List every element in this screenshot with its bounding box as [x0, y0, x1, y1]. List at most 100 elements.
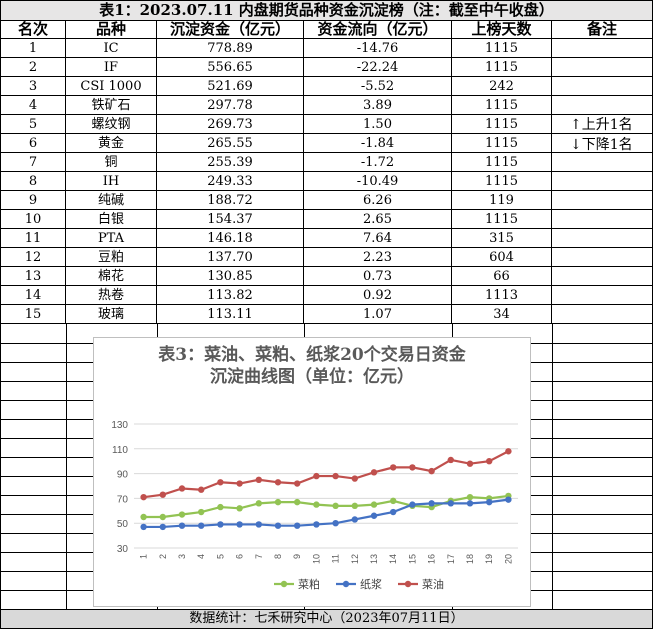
cell-days[interactable]: 1113 — [452, 286, 552, 305]
cell-note[interactable] — [552, 210, 653, 229]
cell-note[interactable] — [552, 191, 653, 210]
cell-name[interactable]: IF — [66, 58, 157, 77]
cell-flow[interactable]: 0.92 — [304, 286, 452, 305]
cell-days[interactable]: 1115 — [452, 115, 552, 134]
cell-flow[interactable]: -14.76 — [304, 39, 452, 58]
cell-flow[interactable]: 2.65 — [304, 210, 452, 229]
cell-fund[interactable]: 146.18 — [157, 229, 304, 248]
cell-rank[interactable]: 14 — [0, 286, 66, 305]
cell-rank[interactable]: 11 — [0, 229, 66, 248]
data-point — [351, 475, 358, 482]
cell-rank[interactable]: 5 — [0, 115, 66, 134]
header-flow: 资金流向（亿元） — [304, 20, 452, 39]
cell-name[interactable]: 玻璃 — [66, 305, 157, 324]
cell-note[interactable] — [552, 58, 653, 77]
y-tick-label: 50 — [117, 519, 129, 530]
cell-flow[interactable]: 3.89 — [304, 96, 452, 115]
cell-flow[interactable]: 0.73 — [304, 267, 452, 286]
cell-rank[interactable]: 6 — [0, 134, 66, 153]
chart-container[interactable]: 表3：菜油、菜粕、纸浆20个交易日资金 沉淀曲线图（单位：亿元） 30 50 70 9… — [93, 337, 531, 607]
cell-flow[interactable]: 6.26 — [304, 191, 452, 210]
cell-fund[interactable]: 297.78 — [157, 96, 304, 115]
cell-flow[interactable]: 2.23 — [304, 248, 452, 267]
cell-note[interactable] — [552, 153, 653, 172]
cell-name[interactable]: 棉花 — [66, 267, 157, 286]
cell-flow[interactable]: -1.72 — [304, 153, 452, 172]
cell-fund[interactable]: 556.65 — [157, 58, 304, 77]
data-point — [178, 485, 186, 492]
cell-flow[interactable]: 1.07 — [304, 305, 452, 324]
cell-rank[interactable]: 7 — [0, 153, 66, 172]
cell-fund[interactable]: 113.11 — [157, 305, 304, 324]
cell-fund[interactable]: 188.72 — [157, 191, 304, 210]
cell-rank[interactable]: 15 — [0, 305, 66, 324]
cell-rank[interactable]: 1 — [0, 39, 66, 58]
cell-fund[interactable]: 269.73 — [157, 115, 304, 134]
cell-days[interactable]: 1115 — [452, 58, 552, 77]
cell-name[interactable]: 黄金 — [66, 134, 157, 153]
cell-note[interactable] — [552, 39, 653, 58]
cell-fund[interactable]: 113.82 — [157, 286, 304, 305]
cell-fund[interactable]: 265.55 — [157, 134, 304, 153]
cell-note[interactable] — [552, 267, 653, 286]
cell-note[interactable] — [552, 77, 653, 96]
cell-rank[interactable]: 12 — [0, 248, 66, 267]
cell-days[interactable]: 315 — [452, 229, 552, 248]
cell-fund[interactable]: 154.37 — [157, 210, 304, 229]
cell-rank[interactable]: 13 — [0, 267, 66, 286]
cell-fund[interactable]: 521.69 — [157, 77, 304, 96]
cell-rank[interactable]: 3 — [0, 77, 66, 96]
cell-days[interactable]: 604 — [452, 248, 552, 267]
data-point — [390, 497, 397, 505]
cell-name[interactable]: IH — [66, 172, 157, 191]
cell-fund[interactable]: 255.39 — [157, 153, 304, 172]
cell-days[interactable]: 1115 — [452, 172, 552, 191]
cell-note[interactable] — [552, 248, 653, 267]
cell-days[interactable]: 1115 — [452, 39, 552, 58]
cell-name[interactable]: CSI 1000 — [66, 77, 157, 96]
cell-days[interactable]: 242 — [452, 77, 552, 96]
x-tick-label: 3 — [177, 554, 187, 559]
cell-name[interactable]: 螺纹钢 — [66, 115, 157, 134]
cell-fund[interactable]: 130.85 — [157, 267, 304, 286]
note-up-label: 上升1名 — [581, 117, 633, 133]
data-point — [370, 512, 378, 519]
cell-note[interactable] — [552, 172, 653, 191]
cell-note[interactable] — [552, 305, 653, 324]
cell-days[interactable]: 1115 — [452, 153, 552, 172]
data-point — [178, 511, 186, 518]
cell-name[interactable]: 纯碱 — [66, 191, 157, 210]
cell-flow[interactable]: 1.50 — [304, 115, 452, 134]
cell-note[interactable] — [552, 229, 653, 248]
cell-note[interactable] — [552, 96, 653, 115]
cell-rank[interactable]: 2 — [0, 58, 66, 77]
cell-fund[interactable]: 249.33 — [157, 172, 304, 191]
cell-flow[interactable]: -1.84 — [304, 134, 452, 153]
cell-name[interactable]: 热卷 — [66, 286, 157, 305]
cell-name[interactable]: PTA — [66, 229, 157, 248]
cell-days[interactable]: 1115 — [452, 134, 552, 153]
cell-name[interactable]: IC — [66, 39, 157, 58]
cell-name[interactable]: 铜 — [66, 153, 157, 172]
cell-flow[interactable]: -10.49 — [304, 172, 452, 191]
data-point — [198, 522, 205, 529]
cell-rank[interactable]: 9 — [0, 191, 66, 210]
cell-name[interactable]: 豆粕 — [66, 248, 157, 267]
cell-name[interactable]: 白银 — [66, 210, 157, 229]
cell-flow[interactable]: -22.24 — [304, 58, 452, 77]
gridline — [0, 324, 1, 609]
cell-flow[interactable]: 7.64 — [304, 229, 452, 248]
cell-name[interactable]: 铁矿石 — [66, 96, 157, 115]
cell-days[interactable]: 66 — [452, 267, 552, 286]
cell-flow[interactable]: -5.52 — [304, 77, 452, 96]
cell-days[interactable]: 119 — [452, 191, 552, 210]
cell-days[interactable]: 1115 — [452, 96, 552, 115]
cell-days[interactable]: 34 — [452, 305, 552, 324]
cell-rank[interactable]: 8 — [0, 172, 66, 191]
cell-days[interactable]: 1115 — [452, 210, 552, 229]
cell-note[interactable] — [552, 286, 653, 305]
cell-fund[interactable]: 778.89 — [157, 39, 304, 58]
cell-rank[interactable]: 10 — [0, 210, 66, 229]
cell-fund[interactable]: 137.70 — [157, 248, 304, 267]
cell-rank[interactable]: 4 — [0, 96, 66, 115]
